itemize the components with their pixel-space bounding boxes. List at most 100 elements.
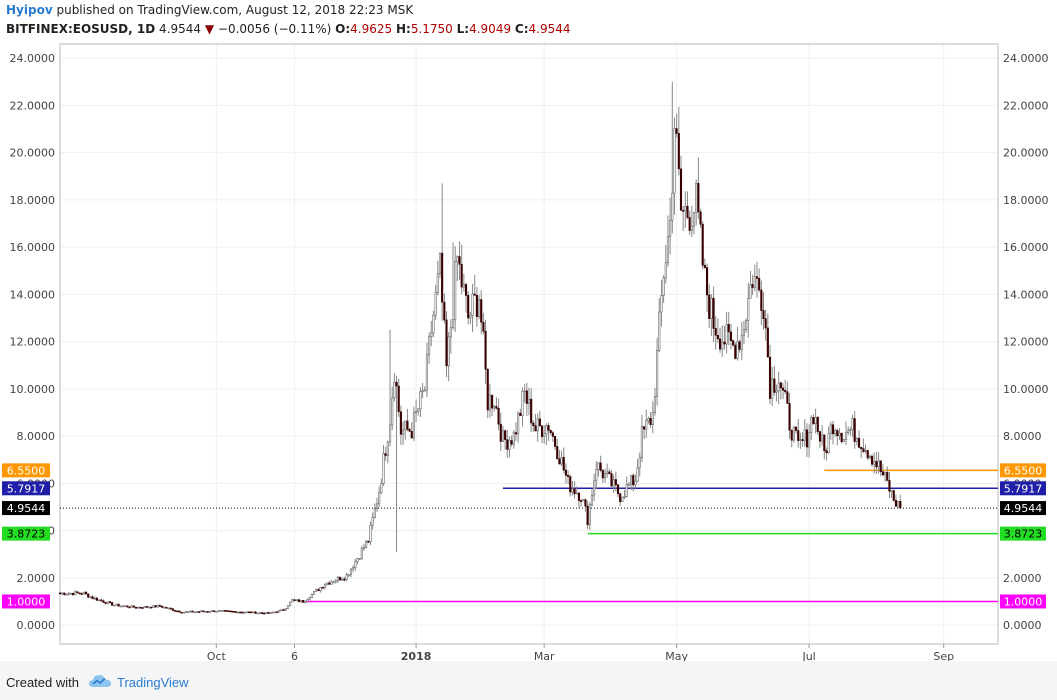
candle-body xyxy=(612,479,615,487)
candle-body xyxy=(582,499,585,502)
candle-body xyxy=(206,611,209,613)
candle-body xyxy=(653,396,656,414)
candle-body xyxy=(191,610,194,613)
open-label: O: xyxy=(335,22,351,36)
y-tick-label-right: 18.0000 xyxy=(1003,194,1049,207)
candle-body xyxy=(284,608,287,611)
level-tag-right-bg xyxy=(1000,481,1046,496)
candle-body xyxy=(87,593,90,598)
candle-body xyxy=(710,297,713,319)
candle-body xyxy=(282,609,285,611)
y-tick-label-left: 18.0000 xyxy=(10,194,56,207)
candle-body xyxy=(562,457,565,471)
candle-body xyxy=(258,612,261,614)
candle-body xyxy=(273,611,277,614)
candle-body xyxy=(454,261,457,321)
candle-body xyxy=(291,599,294,603)
candle-body xyxy=(302,599,305,603)
candle-body xyxy=(464,284,468,296)
candle-body xyxy=(304,600,307,603)
candle-body xyxy=(692,212,696,227)
y-tick-label-left: 16.0000 xyxy=(10,241,56,254)
candle-body xyxy=(391,397,394,426)
candle-body xyxy=(419,391,422,410)
x-tick-label: Oct xyxy=(207,650,227,661)
tradingview-cloud-icon[interactable] xyxy=(88,673,112,694)
candle-body xyxy=(95,597,98,601)
candle-body xyxy=(792,426,795,441)
y-tick-label-right: 10.0000 xyxy=(1003,383,1049,396)
y-tick-label-left: 22.0000 xyxy=(10,99,56,112)
candle-body xyxy=(625,484,628,497)
y-tick-label-right: 8.0000 xyxy=(1003,430,1042,443)
candle-body xyxy=(395,381,398,387)
candle-body xyxy=(547,425,550,431)
candle-body xyxy=(460,263,463,288)
candle-body xyxy=(280,609,283,611)
author-link[interactable]: Hyipov xyxy=(6,3,53,17)
candle-body xyxy=(501,430,505,442)
candle-body xyxy=(341,578,344,581)
candle-body xyxy=(823,434,826,451)
candle-body xyxy=(61,592,64,595)
created-with-label: Created with xyxy=(6,675,79,690)
candle-body xyxy=(810,417,813,434)
candle-body xyxy=(773,378,776,393)
candle-body xyxy=(184,611,187,613)
candle-body xyxy=(213,610,216,612)
candle-body xyxy=(512,432,515,445)
candle-body xyxy=(423,389,426,392)
candle-body xyxy=(758,278,761,291)
candle-body xyxy=(586,505,589,526)
candle-body xyxy=(295,599,298,601)
candle-body xyxy=(128,606,131,609)
candle-body xyxy=(74,591,77,596)
candle-body xyxy=(673,128,676,194)
y-tick-label-right: 2.0000 xyxy=(1003,572,1042,585)
candle-body xyxy=(734,344,737,359)
candle-body xyxy=(658,311,661,351)
candle-body xyxy=(593,480,596,496)
candle-body xyxy=(805,429,808,448)
candle-body xyxy=(299,599,303,603)
candle-body xyxy=(360,548,363,559)
candle-body xyxy=(899,501,902,509)
price-chart[interactable]: 0.00002.00004.00006.00008.000010.000012.… xyxy=(0,0,1057,661)
candle-body xyxy=(525,390,528,404)
candle-body xyxy=(349,568,353,575)
candle-body xyxy=(892,490,895,501)
candle-body xyxy=(63,592,66,595)
chart-grid xyxy=(60,44,998,644)
candle-body xyxy=(200,610,203,613)
candle-body xyxy=(152,605,155,608)
candle-body xyxy=(638,457,641,469)
candle-body xyxy=(567,475,570,477)
candle-body xyxy=(523,390,526,393)
candle-body xyxy=(226,610,229,612)
candle-body xyxy=(245,611,248,614)
candle-body xyxy=(855,438,858,442)
candle-body xyxy=(536,418,539,432)
candle-body xyxy=(434,292,437,316)
candle-body xyxy=(187,611,190,613)
level-tag-left: 3.8723 xyxy=(7,528,46,541)
candle-body xyxy=(799,439,802,441)
candle-body xyxy=(634,480,637,486)
candle-body xyxy=(738,341,741,350)
candle-body xyxy=(176,610,179,613)
candle-body xyxy=(312,591,316,595)
candle-body xyxy=(749,284,752,299)
candle-body xyxy=(402,429,405,435)
tradingview-brand-link[interactable]: TradingView xyxy=(117,675,189,690)
candle-body xyxy=(714,328,717,336)
candle-body xyxy=(104,602,107,604)
candle-body xyxy=(234,611,237,613)
candle-body xyxy=(569,476,572,493)
high-value: 5.1750 xyxy=(410,22,453,36)
candle-body xyxy=(354,561,357,568)
candle-body xyxy=(564,469,567,476)
candle-body xyxy=(365,540,368,548)
plot-border xyxy=(59,43,999,645)
candle-body xyxy=(193,611,196,614)
candle-body xyxy=(597,462,600,470)
